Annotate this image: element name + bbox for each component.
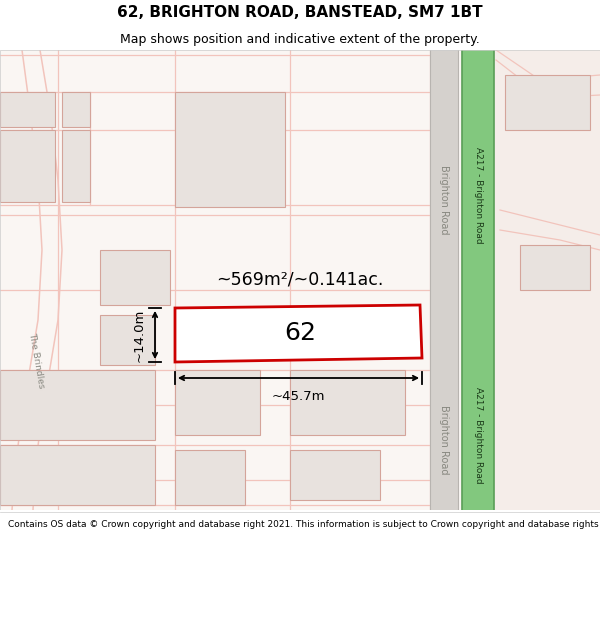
Bar [0,445,155,505]
Bar [175,450,245,505]
Bar [100,250,170,305]
Text: 62, BRIGHTON ROAD, BANSTEAD, SM7 1BT: 62, BRIGHTON ROAD, BANSTEAD, SM7 1BT [117,5,483,20]
Text: Brighton Road: Brighton Road [439,405,449,475]
Text: Contains OS data © Crown copyright and database right 2021. This information is : Contains OS data © Crown copyright and d… [8,520,600,529]
Bar [505,75,590,130]
Bar [520,245,590,290]
Text: Brighton Road: Brighton Road [439,165,449,235]
Text: ~569m²/~0.141ac.: ~569m²/~0.141ac. [217,271,383,289]
Bar [494,50,600,510]
Text: The Brindles: The Brindles [26,331,46,389]
Text: A217 - Brighton Road: A217 - Brighton Road [473,147,482,243]
Bar [0,92,55,127]
Bar [62,130,90,202]
Bar [290,370,405,435]
Bar [175,92,285,207]
Bar [430,50,458,510]
Bar [290,450,380,500]
Text: ~45.7m: ~45.7m [272,389,325,402]
Bar [175,370,260,435]
Polygon shape [175,305,422,362]
Bar [462,50,494,510]
Text: ~14.0m: ~14.0m [133,308,146,362]
Bar [100,315,155,365]
Text: A217 - Brighton Road: A217 - Brighton Road [473,387,482,483]
Text: 62: 62 [284,321,316,345]
Bar [62,92,90,127]
Text: Map shows position and indicative extent of the property.: Map shows position and indicative extent… [120,32,480,46]
Bar [0,370,155,440]
Bar [0,130,55,202]
